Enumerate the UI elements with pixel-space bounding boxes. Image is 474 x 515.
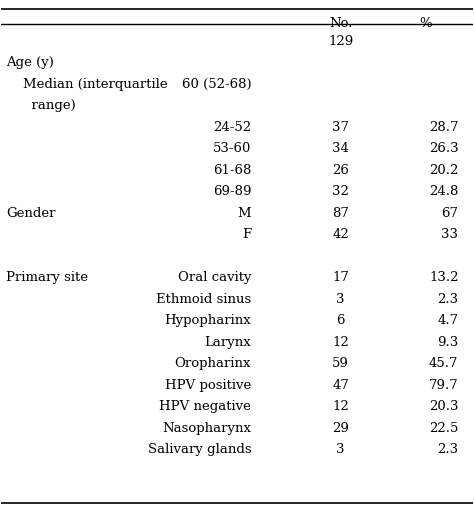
Text: 79.7: 79.7: [428, 379, 458, 392]
Text: 33: 33: [441, 228, 458, 242]
Text: 3: 3: [337, 443, 345, 456]
Text: 2.3: 2.3: [438, 293, 458, 306]
Text: 4.7: 4.7: [438, 314, 458, 328]
Text: Larynx: Larynx: [204, 336, 251, 349]
Text: 12: 12: [332, 336, 349, 349]
Text: 6: 6: [337, 314, 345, 328]
Text: 34: 34: [332, 142, 349, 155]
Text: 28.7: 28.7: [429, 121, 458, 134]
Text: 17: 17: [332, 271, 349, 284]
Text: 87: 87: [332, 207, 349, 220]
Text: 32: 32: [332, 185, 349, 198]
Text: Age (y): Age (y): [6, 56, 54, 69]
Text: HPV positive: HPV positive: [165, 379, 251, 392]
Text: %: %: [419, 17, 432, 30]
Text: Primary site: Primary site: [6, 271, 88, 284]
Text: 45.7: 45.7: [429, 357, 458, 370]
Text: 9.3: 9.3: [437, 336, 458, 349]
Text: 13.2: 13.2: [429, 271, 458, 284]
Text: 29: 29: [332, 422, 349, 435]
Text: Gender: Gender: [6, 207, 55, 220]
Text: 24-52: 24-52: [213, 121, 251, 134]
Text: 69-89: 69-89: [213, 185, 251, 198]
Text: 59: 59: [332, 357, 349, 370]
Text: 42: 42: [332, 228, 349, 242]
Text: 26: 26: [332, 164, 349, 177]
Text: 61-68: 61-68: [213, 164, 251, 177]
Text: HPV negative: HPV negative: [159, 400, 251, 414]
Text: F: F: [242, 228, 251, 242]
Text: Oral cavity: Oral cavity: [178, 271, 251, 284]
Text: range): range): [6, 99, 76, 112]
Text: 60 (52-68): 60 (52-68): [182, 78, 251, 91]
Text: 67: 67: [441, 207, 458, 220]
Text: No.: No.: [329, 17, 352, 30]
Text: 12: 12: [332, 400, 349, 414]
Text: Ethmoid sinus: Ethmoid sinus: [156, 293, 251, 306]
Text: Hypopharinx: Hypopharinx: [164, 314, 251, 328]
Text: M: M: [237, 207, 251, 220]
Text: 2.3: 2.3: [438, 443, 458, 456]
Text: Nasopharynx: Nasopharynx: [162, 422, 251, 435]
Text: 47: 47: [332, 379, 349, 392]
Text: 26.3: 26.3: [429, 142, 458, 155]
Text: 20.3: 20.3: [429, 400, 458, 414]
Text: Salivary glands: Salivary glands: [147, 443, 251, 456]
Text: Median (interquartile: Median (interquartile: [6, 78, 168, 91]
Text: 53-60: 53-60: [213, 142, 251, 155]
Text: 22.5: 22.5: [429, 422, 458, 435]
Text: 20.2: 20.2: [429, 164, 458, 177]
Text: 129: 129: [328, 35, 353, 48]
Text: 3: 3: [337, 293, 345, 306]
Text: 24.8: 24.8: [429, 185, 458, 198]
Text: Oropharinx: Oropharinx: [174, 357, 251, 370]
Text: 37: 37: [332, 121, 349, 134]
